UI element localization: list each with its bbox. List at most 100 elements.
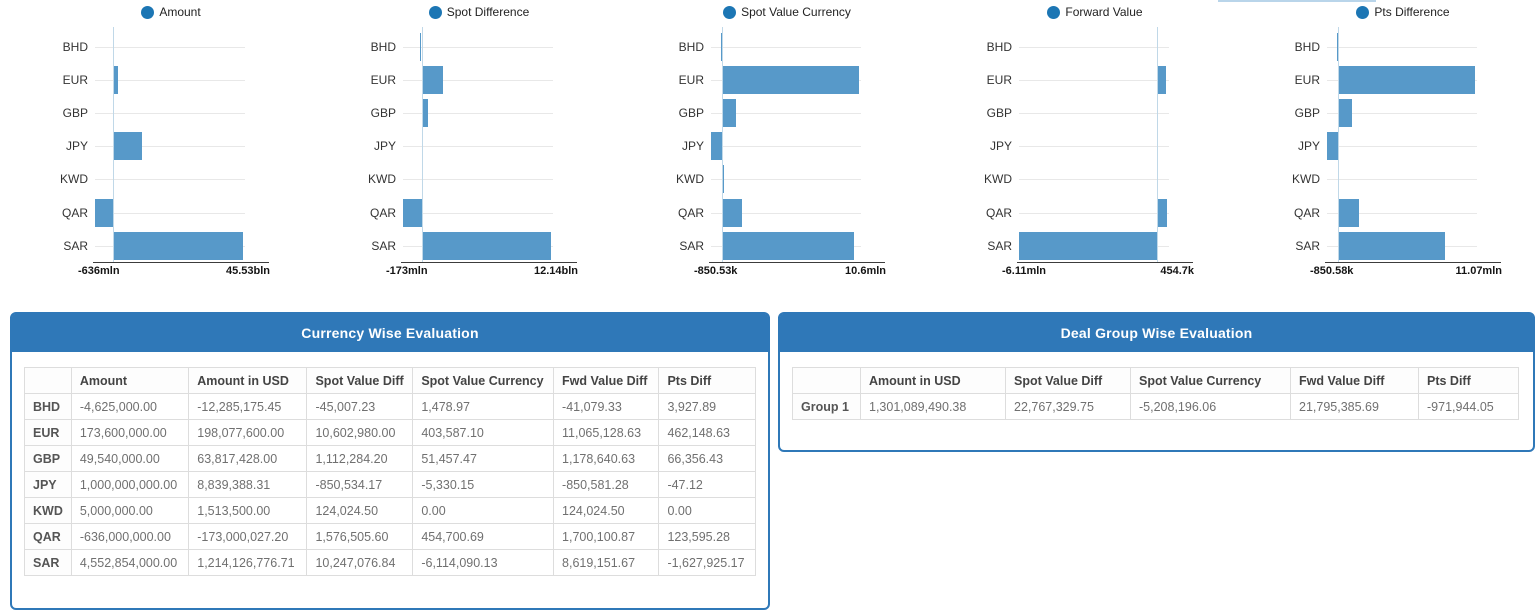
x-axis-tick-labels: -850.53k 10.6mln: [694, 265, 886, 277]
bar-GBP[interactable]: [421, 98, 429, 127]
bar-JPY[interactable]: [113, 132, 142, 161]
bar-QAR[interactable]: [722, 198, 743, 227]
currency-panel: Currency Wise Evaluation Amount Amount in…: [10, 312, 770, 610]
gridline: [95, 79, 245, 81]
bar-JPY[interactable]: [1327, 132, 1338, 161]
bar-QAR[interactable]: [1337, 198, 1359, 227]
table-cell: 462,148.63: [658, 419, 756, 446]
table-cell: 198,077,600.00: [188, 419, 308, 446]
deal-group-panel-title: Deal Group Wise Evaluation: [780, 314, 1533, 352]
table-cell: 173,600,000.00: [70, 419, 190, 446]
bar-BHD[interactable]: [420, 32, 422, 61]
chart-row-EUR: EUR: [0, 63, 308, 96]
table-row-kwd: KWD 5,000,000.00 1,513,500.00 124,024.50 0.0…: [24, 497, 756, 524]
chart-row-SAR: SAR: [308, 229, 616, 262]
bar-SAR[interactable]: [113, 231, 243, 260]
table-row-jpy: JPY 1,000,000,000.00 8,839,388.31 -850,534.…: [24, 471, 756, 498]
axis-min-label: -636mln: [78, 265, 120, 277]
table-row-qar: QAR -636,000,000.00 -173,000,027.20 1,576,5…: [24, 523, 756, 550]
table-row-bhd: BHD -4,625,000.00 -12,285,175.45 -45,007.23…: [24, 393, 756, 420]
table-cell: 454,700.69: [412, 523, 555, 550]
legend-forward-value[interactable]: Forward Value: [924, 5, 1232, 19]
table-cell: -47.12: [658, 471, 756, 498]
chart-row-JPY: JPY: [0, 130, 308, 163]
bar-SAR[interactable]: [1337, 231, 1445, 260]
category-label-GBP: GBP: [678, 105, 704, 120]
chart-row-KWD: KWD: [0, 163, 308, 196]
category-label-BHD: BHD: [370, 39, 396, 54]
bar-QAR[interactable]: [403, 198, 422, 227]
x-axis-tick-labels: -173mln 12.14bln: [386, 265, 578, 277]
legend-pts-difference[interactable]: Pts Difference: [1232, 5, 1540, 19]
zero-axis-line: [113, 27, 115, 262]
legend-label: Forward Value: [1065, 5, 1143, 19]
gridline: [1019, 46, 1169, 48]
bar-SAR[interactable]: [722, 231, 855, 260]
axis-min-label: -173mln: [386, 265, 428, 277]
chart-row-SAR: SAR: [1232, 229, 1540, 262]
category-label-SAR: SAR: [679, 238, 704, 253]
axis-min-label: -850.53k: [694, 265, 738, 277]
legend-spot-value-currency[interactable]: Spot Value Currency: [616, 5, 924, 19]
bar-GBP[interactable]: [722, 98, 737, 127]
column-header: Spot Value Currency: [1130, 367, 1291, 394]
bar-EUR[interactable]: [421, 65, 443, 94]
row-label: SAR: [24, 549, 72, 576]
legend-amount[interactable]: Amount: [0, 5, 308, 19]
category-label-QAR: QAR: [369, 205, 396, 220]
category-label-GBP: GBP: [1294, 105, 1320, 120]
chart-row-KWD: KWD: [1232, 163, 1540, 196]
gridline: [95, 112, 245, 114]
table-cell: -173,000,027.20: [188, 523, 308, 550]
category-label-KWD: KWD: [368, 172, 396, 187]
column-header: Spot Value Diff: [1005, 367, 1131, 394]
chart-row-GBP: GBP: [1232, 96, 1540, 129]
deal-group-table: Amount in USD Spot Value Diff Spot Value C…: [792, 367, 1519, 420]
zero-axis-line: [1337, 27, 1339, 262]
currency-table-host: Amount Amount in USD Spot Value Diff Spot V…: [12, 367, 768, 576]
gridline: [1019, 212, 1169, 214]
gridline: [403, 212, 553, 214]
table-cell: 63,817,428.00: [188, 445, 308, 472]
row-label: KWD: [24, 497, 72, 524]
bar-SAR[interactable]: [421, 231, 551, 260]
axis-max-label: 454.7k: [1160, 265, 1194, 277]
chart-row-EUR: EUR: [308, 63, 616, 96]
category-label-EUR: EUR: [678, 72, 704, 87]
bar-EUR[interactable]: [113, 65, 119, 94]
gridline: [1327, 46, 1477, 48]
legend-spot-difference[interactable]: Spot Difference: [308, 5, 616, 19]
table-cell: 22,767,329.75: [1005, 393, 1131, 420]
table-cell: 0.00: [412, 497, 555, 524]
bar-QAR[interactable]: [1156, 198, 1167, 227]
bar-JPY[interactable]: [711, 132, 722, 161]
gridline: [1019, 79, 1169, 81]
bar-GBP[interactable]: [1337, 98, 1353, 127]
column-header: Fwd Value Diff: [1290, 367, 1419, 394]
currency-table: Amount Amount in USD Spot Value Diff Spot V…: [24, 367, 756, 576]
bar-QAR[interactable]: [95, 198, 114, 227]
gridline: [1327, 212, 1477, 214]
legend-dot-icon: [428, 5, 442, 19]
chart-row-JPY: JPY: [308, 130, 616, 163]
table-cell: -1,627,925.17: [658, 549, 756, 576]
chart-row-JPY: JPY: [924, 130, 1232, 163]
bar-SAR[interactable]: [1019, 231, 1157, 260]
bar-BHD[interactable]: [721, 32, 723, 61]
category-label-KWD: KWD: [676, 172, 704, 187]
chart-row-GBP: GBP: [616, 96, 924, 129]
x-axis-tick-labels: -636mln 45.53bln: [78, 265, 270, 277]
bar-EUR[interactable]: [1337, 65, 1475, 94]
table-cell: 123,595.28: [658, 523, 756, 550]
bar-EUR[interactable]: [722, 65, 859, 94]
table-cell: 8,619,151.67: [553, 549, 660, 576]
gridline: [95, 212, 245, 214]
legend-dot-icon: [1047, 5, 1061, 19]
header-row: Amount Amount in USD Spot Value Diff Spot V…: [24, 367, 756, 394]
category-label-JPY: JPY: [65, 139, 88, 154]
table-cell: 124,024.50: [306, 497, 414, 524]
bar-EUR[interactable]: [1156, 65, 1166, 94]
column-header: Amount: [70, 367, 190, 394]
chart-pts-difference: Pts Difference BHD EUR GBP JPY KWD QAR SAR -850.…: [1232, 0, 1540, 285]
category-label-SAR: SAR: [63, 238, 88, 253]
